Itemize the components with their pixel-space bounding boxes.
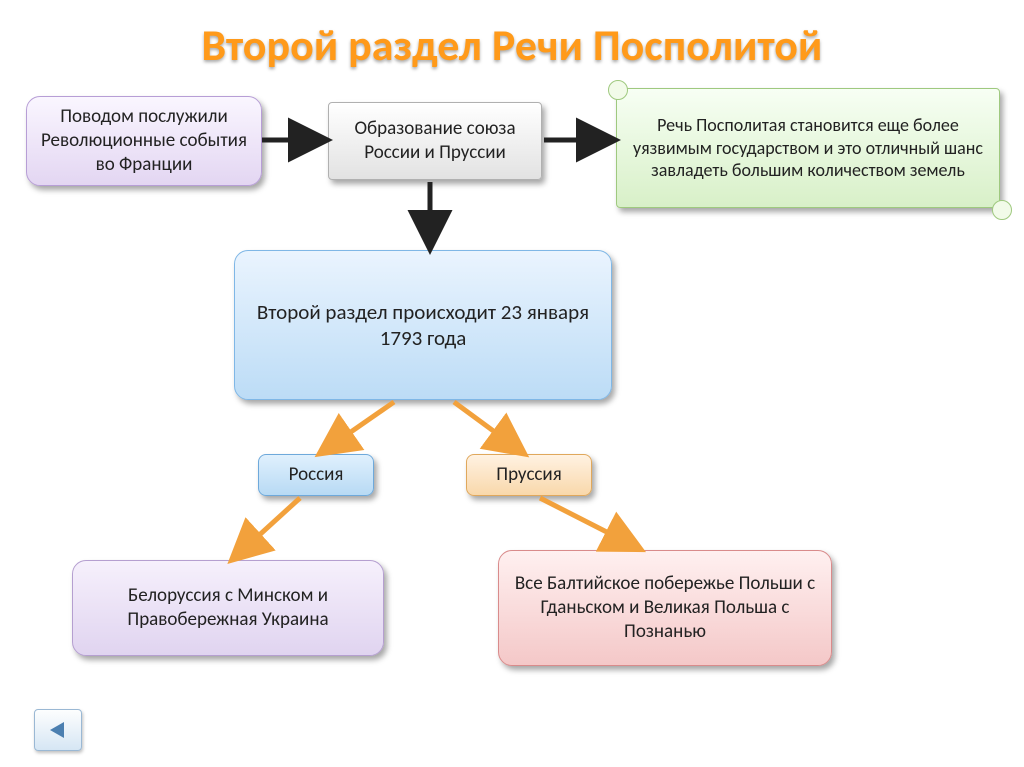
node-weak: Речь Посполитая становится еще более уяз… bbox=[616, 88, 1000, 208]
node-russia-gains: Белоруссия с Минском и Правобережная Укр… bbox=[72, 560, 384, 656]
arrow-event-prussia bbox=[454, 402, 522, 452]
page-title: Второй раздел Речи Посполитой bbox=[0, 18, 1024, 72]
triangle-left-icon bbox=[48, 721, 68, 739]
arrow-prussia-gains bbox=[540, 498, 638, 548]
diagram-canvas: Второй раздел Речи Посполитой Поводом по… bbox=[0, 0, 1024, 767]
node-russia: Россия bbox=[258, 454, 374, 496]
node-prussia: Пруссия bbox=[466, 454, 592, 496]
arrow-event-russia bbox=[322, 402, 394, 452]
node-prussia-gains: Все Балтийское побережье Польши с Гданьс… bbox=[498, 550, 832, 666]
nav-back-button[interactable] bbox=[34, 709, 82, 751]
node-reason: Поводом послужили Революционные события … bbox=[26, 96, 262, 186]
node-event: Второй раздел происходит 23 января 1793 … bbox=[234, 250, 612, 400]
node-union: Образование союза России и Пруссии bbox=[328, 102, 542, 180]
arrow-russia-gains bbox=[234, 498, 300, 558]
